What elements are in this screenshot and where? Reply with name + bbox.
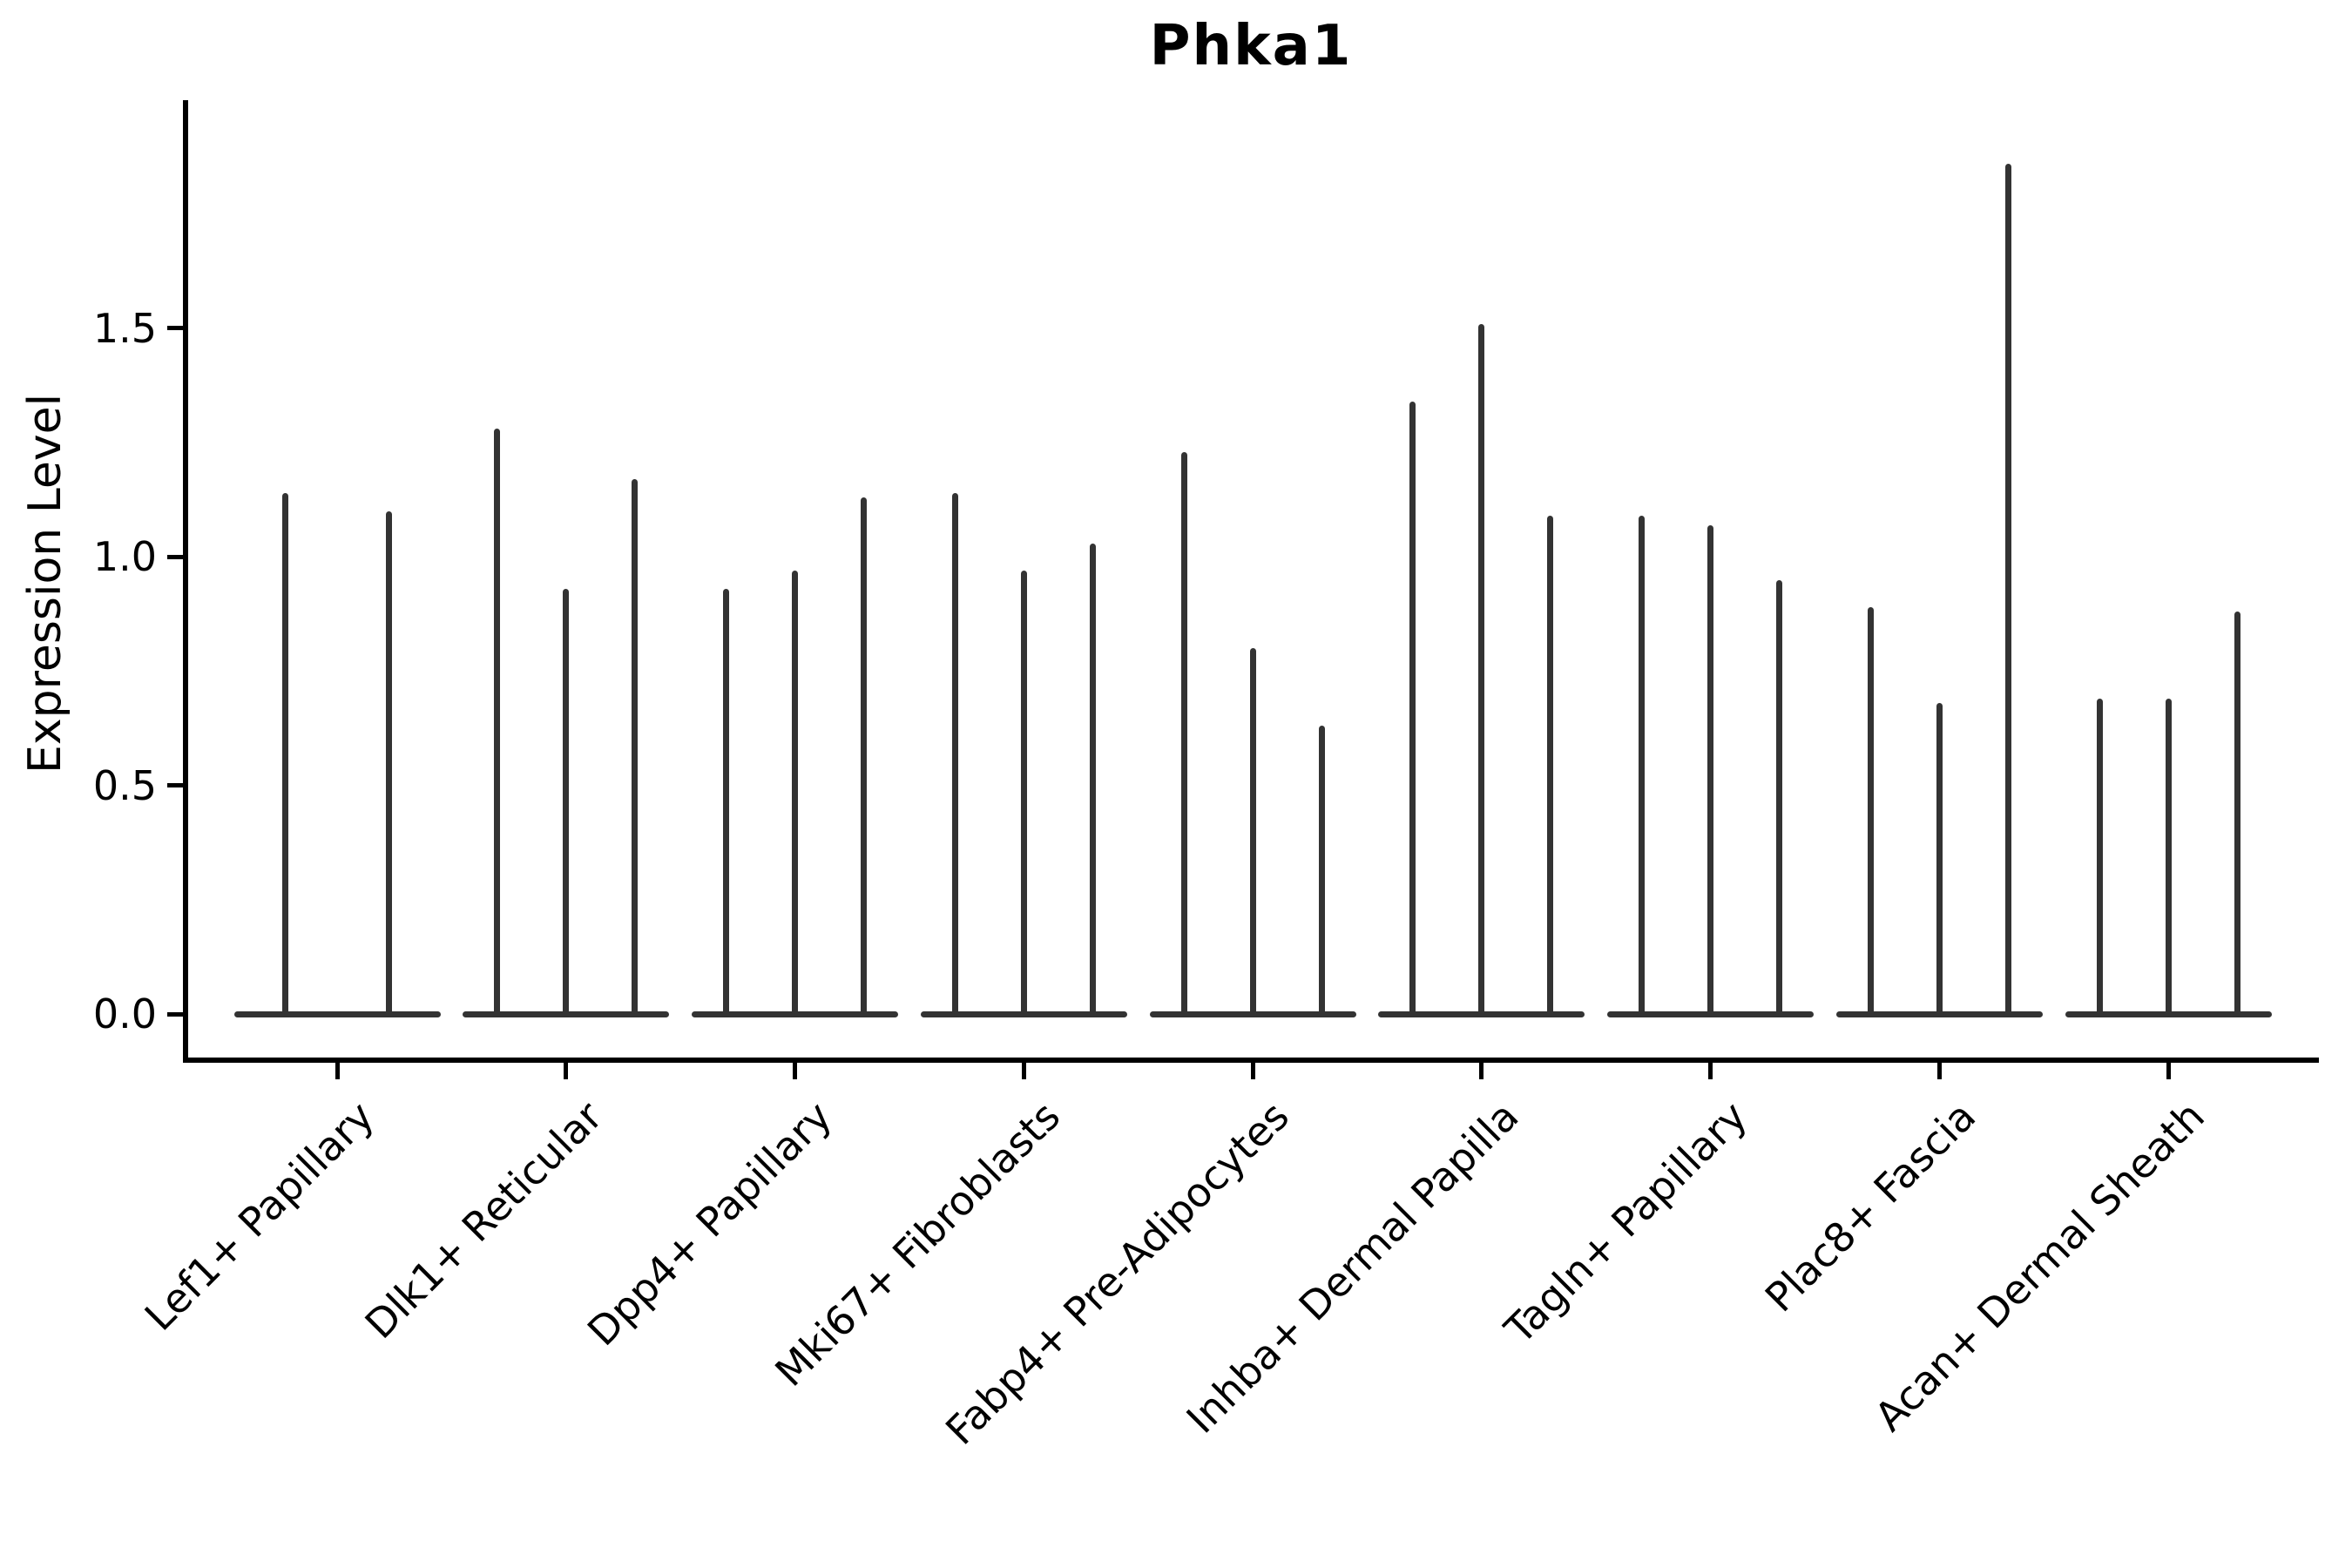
x-tick-mark [1021, 1063, 1026, 1079]
x-axis-spine [183, 1058, 2319, 1063]
violin-spike [2096, 698, 2103, 1014]
violin-spike [861, 497, 867, 1014]
violin-spike [1547, 516, 1554, 1014]
x-tick-mark [1479, 1063, 1484, 1079]
violin-baseline [1835, 1010, 2043, 1017]
violin-spike [1478, 323, 1485, 1014]
violin-spike [1020, 571, 1027, 1014]
y-tick-mark [167, 326, 183, 331]
violin-spike [1867, 607, 1874, 1014]
violin-spike [2165, 698, 2172, 1014]
violin-spike [1089, 543, 1096, 1014]
violin-baseline [1607, 1010, 1814, 1017]
violin-spike [951, 492, 958, 1014]
x-tick-label: Tagln+ Papillary [1495, 1092, 1756, 1353]
violin-spike [494, 429, 501, 1014]
x-tick-label: Lef1+ Papillary [135, 1092, 383, 1340]
violin-baseline [920, 1010, 1127, 1017]
x-tick-mark [335, 1063, 340, 1079]
y-tick-label: 1.0 [92, 533, 157, 581]
x-tick-mark [1708, 1063, 1713, 1079]
violin-baseline [463, 1010, 670, 1017]
y-tick-label: 0.5 [92, 761, 157, 809]
violin-spike [385, 510, 392, 1014]
violin-spike [723, 589, 729, 1014]
violin-baseline [233, 1010, 441, 1017]
violin-spike [1318, 726, 1325, 1014]
violin-baseline [2065, 1010, 2272, 1017]
y-tick-label: 0.0 [92, 990, 157, 1037]
y-tick-mark [167, 1011, 183, 1017]
x-tick-label: Dpp4+ Papillary [578, 1092, 841, 1355]
x-tick-mark [793, 1063, 797, 1079]
violin-spike [792, 571, 798, 1014]
x-tick-label: Plac8+ Fascia [1756, 1092, 1985, 1321]
violin-spike [282, 492, 289, 1014]
violin-spike [1180, 451, 1187, 1014]
chart-title: Phka1 [1149, 14, 1353, 78]
y-axis-spine [183, 100, 188, 1063]
x-tick-mark [2166, 1063, 2171, 1079]
violin-spike [1936, 703, 1943, 1014]
y-tick-label: 1.5 [92, 304, 157, 352]
x-tick-label: Dlk1+ Reticular [355, 1092, 612, 1348]
y-tick-mark [167, 783, 183, 788]
violin-baseline [1149, 1010, 1356, 1017]
violin-baseline [1378, 1010, 1585, 1017]
x-tick-mark [1250, 1063, 1255, 1079]
violin-spike [1639, 516, 1645, 1014]
y-tick-mark [167, 554, 183, 559]
violin-spike [1707, 524, 1713, 1014]
violin-spike [2004, 164, 2011, 1014]
violin-spike [2234, 612, 2240, 1014]
x-tick-mark [564, 1063, 569, 1079]
violin-spike [563, 589, 570, 1014]
violin-spike [1776, 579, 1782, 1014]
violin-spike [1409, 401, 1416, 1014]
violin-spike [632, 479, 639, 1014]
violin-spike [1249, 648, 1256, 1014]
x-tick-mark [1936, 1063, 1942, 1079]
violin-baseline [692, 1010, 898, 1017]
